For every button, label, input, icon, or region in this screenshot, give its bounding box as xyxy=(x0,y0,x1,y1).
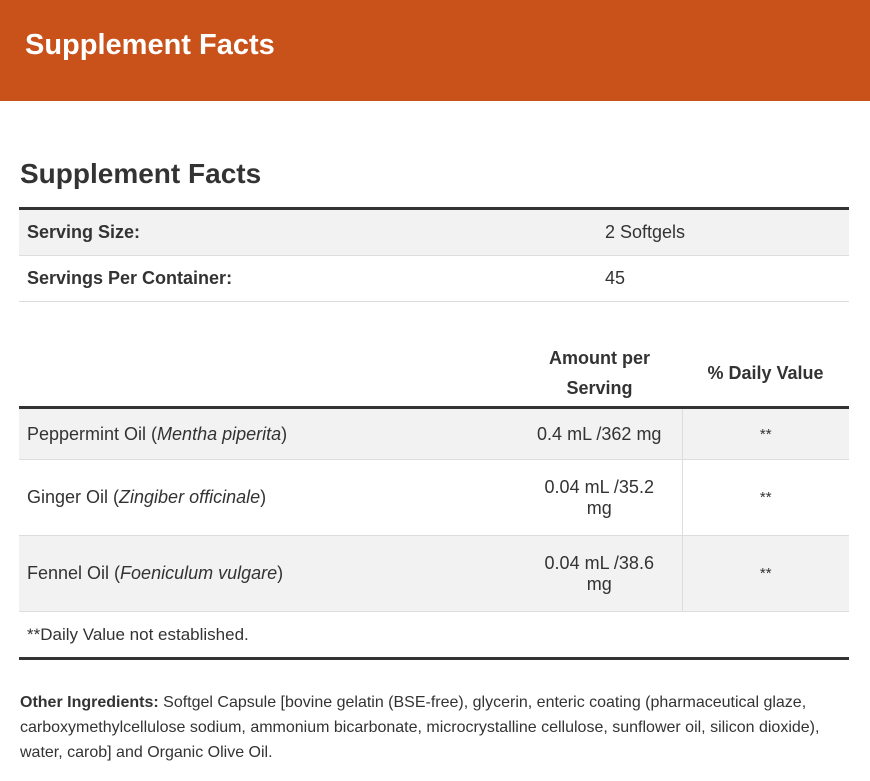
serving-table: Serving Size: 2 Softgels Servings Per Cont… xyxy=(19,207,849,302)
column-header: Amount per Serving xyxy=(517,340,682,409)
latin-name: Foeniculum vulgare xyxy=(120,563,278,583)
name-close: ) xyxy=(260,487,267,507)
other-label: Other Ingredients: xyxy=(20,694,159,711)
other-ingredients: Other Ingredients: Softgel Capsule [bovi… xyxy=(20,690,850,765)
serving-row: Servings Per Container: 45 xyxy=(19,255,849,302)
amount: 0.4 mL /362 mg xyxy=(517,407,683,460)
footnote: **Daily Value not established. xyxy=(19,611,849,660)
banner-title: Supplement Facts xyxy=(25,29,275,61)
amount-text: 0.4 mL /362 mg xyxy=(537,423,662,444)
ingredient-name: Ginger Oil (Zingiber officinale) xyxy=(19,459,517,536)
serving-label: Serving Size: xyxy=(19,208,597,256)
column-header-text: % Daily Value xyxy=(707,363,824,383)
serving-label: Servings Per Container: xyxy=(19,255,597,302)
amount: 0.04 mL /35.2 mg xyxy=(517,459,683,536)
banner: Supplement Facts xyxy=(0,0,870,101)
serving-value: 2 Softgels xyxy=(597,208,849,256)
facts-table: Amount per Serving % Daily Value Peppermin… xyxy=(19,340,849,660)
footnote-row: **Daily Value not established. xyxy=(19,611,849,660)
latin-name: Zingiber officinale xyxy=(119,487,261,507)
ingredient-name: Peppermint Oil (Mentha piperita) xyxy=(19,407,517,460)
serving-value: 45 xyxy=(597,255,849,302)
serving-row: Serving Size: 2 Softgels xyxy=(19,208,849,256)
name: Ginger Oil ( xyxy=(27,487,120,507)
daily-value: ** xyxy=(682,535,849,612)
amount-text: 0.04 mL /35.2 mg xyxy=(544,476,654,518)
latin-name: Mentha piperita xyxy=(157,423,282,444)
daily-value: ** xyxy=(682,459,849,536)
name-close: ) xyxy=(281,423,288,444)
name: Peppermint Oil ( xyxy=(27,423,158,444)
ingredient-name: Fennel Oil (Foeniculum vulgare) xyxy=(19,535,517,612)
amount-text: 0.04 mL /38.6 mg xyxy=(544,552,654,594)
column-header: % Daily Value xyxy=(682,340,849,409)
name: Fennel Oil ( xyxy=(27,563,121,583)
ingredient-row: Fennel Oil (Foeniculum vulgare) 0.04 mL /… xyxy=(19,535,849,612)
column-header-text: Amount per Serving xyxy=(549,348,650,398)
column-header xyxy=(19,340,517,409)
amount: 0.04 mL /38.6 mg xyxy=(517,535,683,612)
daily-value: ** xyxy=(682,407,849,460)
name-close: ) xyxy=(277,563,284,583)
other-text: Softgel Capsule [bovine gelatin (BSE-fre… xyxy=(20,694,820,761)
ingredient-row: Peppermint Oil (Mentha piperita) 0.4 mL /… xyxy=(19,407,849,460)
ingredient-row: Ginger Oil (Zingiber officinale) 0.04 mL … xyxy=(19,459,849,536)
heading: Supplement Facts xyxy=(20,158,262,189)
